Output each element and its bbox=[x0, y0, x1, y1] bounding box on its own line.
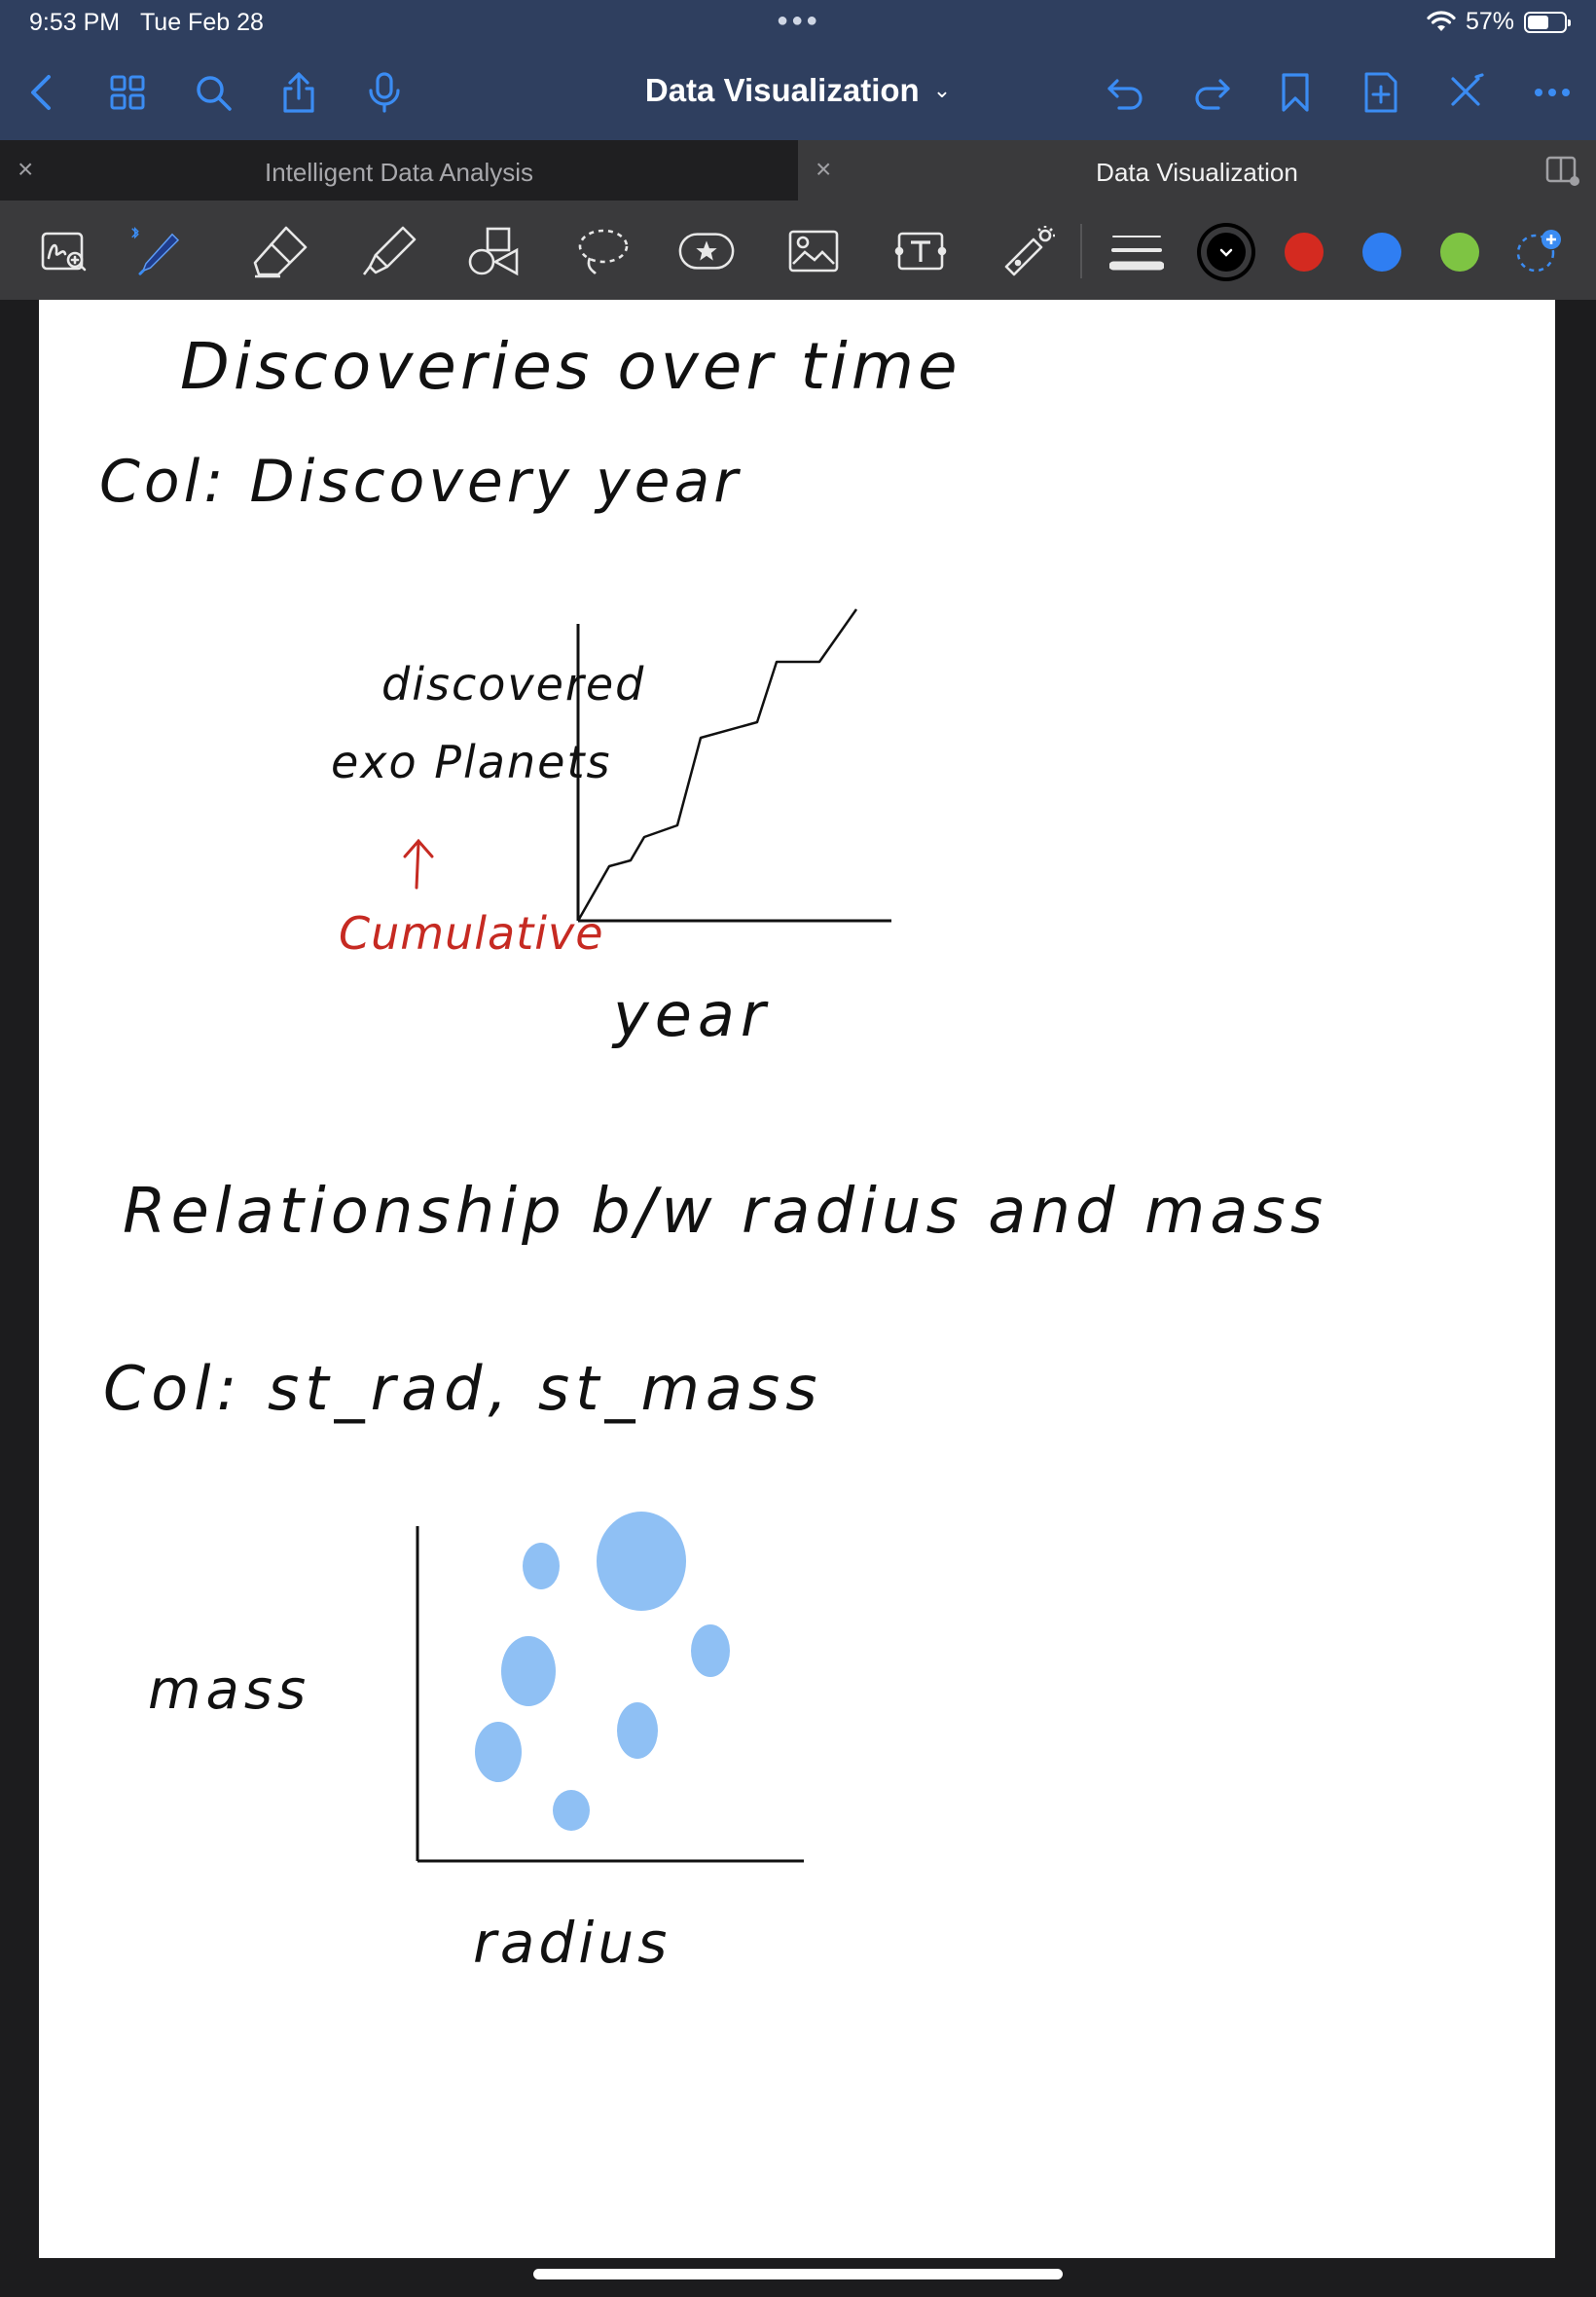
sticker-icon bbox=[678, 233, 735, 270]
status-bar: 9:53 PM Tue Feb 28 ●●● 57% bbox=[0, 0, 1596, 45]
document-title-button[interactable]: Data Visualization ⌄ bbox=[645, 72, 951, 108]
tab-label: Data Visualization bbox=[1096, 158, 1298, 187]
date-text: Tue Feb 28 bbox=[139, 9, 264, 36]
chevron-down-icon: ⌄ bbox=[932, 78, 952, 102]
status-right: 57% bbox=[1427, 8, 1571, 36]
cumulative-arrow-icon bbox=[403, 838, 434, 890]
close-edit-button[interactable] bbox=[1444, 70, 1489, 115]
battery-fill bbox=[1528, 15, 1548, 29]
scatter-point bbox=[617, 1702, 658, 1759]
chart2-xlabel: radius bbox=[473, 1910, 671, 1976]
shapes-tool[interactable] bbox=[465, 222, 524, 280]
search-icon bbox=[197, 76, 232, 111]
more-icon bbox=[1535, 89, 1570, 96]
clock-text: 9:53 PM bbox=[29, 9, 121, 36]
bookmark-button[interactable] bbox=[1273, 70, 1318, 115]
color-swatch-red[interactable] bbox=[1285, 233, 1324, 272]
grid-icon bbox=[110, 75, 145, 110]
heading-discoveries: Discoveries over time bbox=[180, 329, 961, 404]
shapes-icon bbox=[468, 227, 519, 276]
back-button[interactable] bbox=[19, 70, 64, 115]
scatter-point bbox=[553, 1790, 590, 1831]
image-icon bbox=[788, 230, 839, 273]
add-color-button[interactable] bbox=[1510, 222, 1569, 280]
color-swatch-blue[interactable] bbox=[1362, 233, 1401, 272]
toolbar-divider bbox=[1080, 224, 1082, 278]
battery-tip bbox=[1568, 18, 1571, 26]
tab-intelligent-data-analysis[interactable]: × Intelligent Data Analysis bbox=[0, 140, 798, 201]
nav-bar: Data Visualization ⌄ bbox=[0, 45, 1596, 140]
lasso-zoom-tool[interactable] bbox=[35, 222, 93, 280]
eraser-icon bbox=[253, 226, 308, 278]
scatter-point bbox=[597, 1512, 686, 1611]
note-col-discovery-year: Col: Discovery year bbox=[99, 448, 742, 516]
scatter-point bbox=[475, 1722, 522, 1782]
close-tab-icon[interactable]: × bbox=[18, 154, 34, 184]
color-swatch-black[interactable] bbox=[1207, 233, 1246, 272]
chevron-left-icon bbox=[31, 75, 51, 110]
multitasking-dots-icon[interactable]: ●●● bbox=[777, 10, 821, 31]
add-page-icon bbox=[1364, 72, 1397, 113]
pen-toolbar bbox=[0, 201, 1596, 300]
share-icon bbox=[283, 72, 314, 113]
note-page[interactable]: Discoveries over time Col: Discovery yea… bbox=[39, 300, 1555, 2258]
tab-label: Intelligent Data Analysis bbox=[264, 158, 534, 187]
lasso-tool[interactable] bbox=[574, 222, 633, 280]
scatter-point bbox=[691, 1624, 730, 1677]
redo-icon bbox=[1195, 79, 1230, 110]
wifi-icon bbox=[1427, 10, 1456, 31]
chart1-ylabel-line1: discovered bbox=[381, 658, 646, 711]
split-view-icon[interactable] bbox=[1545, 156, 1580, 187]
bookmark-icon bbox=[1282, 73, 1309, 112]
lasso-icon bbox=[578, 229, 629, 274]
text-tool[interactable] bbox=[891, 222, 950, 280]
lasso-zoom-icon bbox=[41, 232, 87, 272]
heading-relationship: Relationship b/w radius and mass bbox=[123, 1176, 1328, 1248]
search-button[interactable] bbox=[191, 70, 236, 115]
tab-bar: × Intelligent Data Analysis × Data Visua… bbox=[0, 140, 1596, 201]
microphone-button[interactable] bbox=[362, 70, 407, 115]
document-title-wrap: Data Visualization ⌄ bbox=[0, 72, 1596, 109]
home-indicator[interactable] bbox=[533, 2269, 1063, 2279]
share-button[interactable] bbox=[276, 70, 321, 115]
scatter-point bbox=[501, 1636, 556, 1706]
close-tab-icon[interactable]: × bbox=[816, 154, 832, 184]
laser-pointer-tool[interactable] bbox=[998, 222, 1057, 280]
battery-icon bbox=[1524, 11, 1571, 33]
redo-button[interactable] bbox=[1189, 70, 1234, 115]
stroke-width-icon bbox=[1109, 236, 1164, 271]
text-icon bbox=[894, 232, 947, 271]
sticker-tool[interactable] bbox=[677, 222, 736, 280]
image-tool[interactable] bbox=[784, 222, 843, 280]
eraser-tool[interactable] bbox=[251, 222, 309, 280]
laser-pointer-icon bbox=[1004, 226, 1055, 276]
chart1-ylabel-line2: exo Planets bbox=[331, 736, 612, 788]
battery-percent: 57% bbox=[1465, 8, 1514, 35]
more-button[interactable] bbox=[1530, 70, 1575, 115]
chevron-down-icon bbox=[1219, 248, 1233, 257]
chart1-annotation-cumulative: Cumulative bbox=[339, 907, 604, 960]
highlighter-tool[interactable] bbox=[360, 222, 418, 280]
add-page-button[interactable] bbox=[1359, 70, 1403, 115]
status-time: 9:53 PM Tue Feb 28 bbox=[29, 9, 264, 37]
cumulative-line-chart bbox=[403, 608, 891, 1863]
note-col-rad-mass: Col: st_rad, st_mass bbox=[103, 1353, 823, 1424]
tab-data-visualization[interactable]: × Data Visualization bbox=[798, 140, 1596, 201]
color-swatch-green[interactable] bbox=[1440, 233, 1479, 272]
add-color-icon bbox=[1516, 230, 1561, 273]
undo-button[interactable] bbox=[1104, 70, 1148, 115]
pen-close-icon bbox=[1451, 73, 1484, 106]
stroke-width-tool[interactable] bbox=[1107, 222, 1166, 280]
chart1-xlabel: year bbox=[613, 979, 772, 1050]
undo-icon bbox=[1107, 79, 1143, 110]
document-title: Data Visualization bbox=[644, 72, 920, 108]
chart2-ylabel: mass bbox=[148, 1659, 311, 1722]
microphone-icon bbox=[369, 72, 400, 113]
highlighter-icon bbox=[362, 226, 417, 275]
thumbnails-button[interactable] bbox=[105, 70, 150, 115]
bluetooth-pen-icon bbox=[131, 226, 180, 275]
scatter-point bbox=[523, 1543, 560, 1589]
pen-tool[interactable] bbox=[128, 222, 187, 280]
chart1-line bbox=[576, 608, 858, 922]
